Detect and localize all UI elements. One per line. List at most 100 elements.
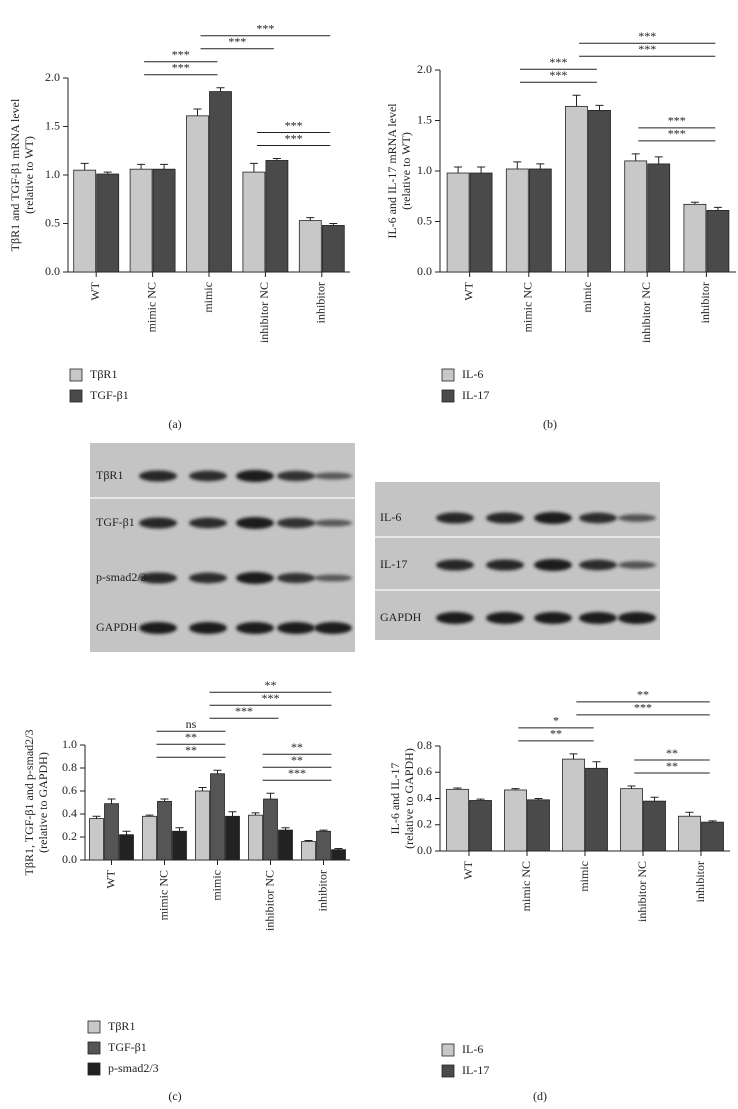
bar — [104, 803, 119, 861]
error-bar — [329, 223, 338, 226]
blot-band — [236, 572, 274, 584]
error-bar — [228, 811, 237, 817]
error-bar — [690, 201, 699, 205]
significance-label: ** — [666, 759, 678, 773]
blot-band — [139, 622, 177, 634]
significance-label: *** — [228, 34, 246, 48]
blot-band — [436, 559, 474, 571]
bar — [225, 815, 240, 861]
y-tick-label: 0.0 — [62, 852, 77, 866]
y-axis-label: TβR1 and TGF-β1 mRNA level — [8, 98, 22, 251]
bar — [701, 821, 724, 852]
error-bar — [175, 827, 184, 832]
error-bar — [137, 163, 146, 170]
legend-swatch — [441, 1043, 455, 1057]
y-tick-label: 1.0 — [417, 163, 432, 177]
error-bar — [513, 161, 522, 169]
bar — [527, 799, 550, 852]
error-bar — [306, 217, 315, 221]
bar-chart: 0.0 0.5 1.0 1.5 2.0 IL-6 and IL-17 mRNA level… — [385, 29, 736, 431]
bar — [643, 800, 666, 852]
panel-caption: (b) — [543, 417, 557, 431]
x-tick-label: inhibitor — [315, 870, 329, 911]
blot-label: p-smad2/3 — [96, 570, 147, 584]
legend-swatch — [87, 1062, 101, 1076]
significance-label: ns — [186, 717, 197, 731]
x-tick-label: mimic NC — [144, 282, 158, 332]
error-bar — [92, 815, 101, 819]
y-axis-label: (relative to WT) — [22, 136, 36, 214]
blot-band — [139, 572, 177, 584]
x-tick-label: inhibitor NC — [639, 282, 653, 343]
y-tick-label: 0.4 — [417, 790, 432, 804]
y-axis-label: TβR1, TGF-β1 and p-smad2/3 — [22, 730, 36, 876]
significance-label: *** — [638, 29, 656, 43]
bar — [565, 105, 588, 273]
error-bar — [198, 787, 207, 791]
bar — [152, 168, 176, 273]
blot-band — [189, 470, 227, 482]
legend-label: IL-17 — [462, 1063, 489, 1077]
significance-label: *** — [172, 47, 190, 61]
error-bar — [103, 171, 112, 175]
error-bar — [193, 108, 202, 116]
legend-swatch — [87, 1041, 101, 1055]
significance-label: ** — [185, 730, 197, 744]
bar — [706, 209, 730, 273]
error-bar — [627, 785, 636, 789]
error-bar — [595, 104, 604, 111]
x-tick-label: mimic NC — [521, 282, 535, 332]
blot-band — [139, 517, 177, 529]
error-bar — [80, 162, 89, 171]
legend-label: TGF-β1 — [108, 1040, 147, 1054]
error-bar — [334, 848, 343, 850]
x-tick-label: mimic — [201, 282, 215, 313]
bar — [73, 169, 97, 273]
x-tick-label: WT — [88, 281, 102, 300]
blot-band — [534, 512, 572, 524]
blot-band — [314, 622, 352, 634]
bar — [528, 168, 552, 273]
x-tick-label: WT — [461, 860, 475, 879]
bar — [142, 815, 157, 861]
significance-label: *** — [285, 118, 303, 132]
blot-band — [579, 559, 617, 571]
bar — [209, 91, 232, 273]
x-tick-label: WT — [103, 869, 117, 888]
blot-band — [618, 514, 656, 522]
error-bar — [477, 166, 486, 174]
bar — [446, 172, 470, 273]
bar — [96, 173, 120, 273]
blot-band — [189, 572, 227, 584]
y-tick-label: 0.8 — [62, 760, 77, 774]
significance-label: *** — [549, 68, 567, 82]
significance-label: *** — [634, 701, 652, 715]
legend-label: TGF-β1 — [90, 388, 129, 402]
bar — [585, 767, 608, 852]
panel-caption: (d) — [533, 1089, 547, 1103]
y-tick-label: 0.4 — [62, 806, 77, 820]
blot-band — [277, 622, 315, 634]
x-tick-label: inhibitor NC — [262, 870, 276, 931]
legend-label: TβR1 — [108, 1019, 135, 1033]
error-bar — [650, 796, 659, 802]
blot-band — [534, 559, 572, 571]
significance-label: *** — [172, 60, 190, 74]
bar — [331, 849, 346, 861]
blot-band — [139, 470, 177, 482]
x-tick-label: inhibitor NC — [257, 282, 271, 343]
error-bar — [251, 812, 260, 816]
blot-band — [189, 517, 227, 529]
blot-label: IL-6 — [380, 510, 401, 524]
blot-band — [277, 572, 315, 584]
bar — [263, 798, 278, 861]
y-tick-label: 0.2 — [62, 829, 77, 843]
y-axis-label: IL-6 and IL-17 mRNA level — [385, 103, 399, 239]
error-bar — [476, 798, 485, 801]
blot-band — [486, 559, 524, 571]
significance-label: ** — [666, 746, 678, 760]
significance-label: *** — [668, 127, 686, 141]
y-tick-label: 1.5 — [417, 112, 432, 126]
bar — [119, 834, 134, 861]
significance-label: ** — [291, 753, 303, 767]
